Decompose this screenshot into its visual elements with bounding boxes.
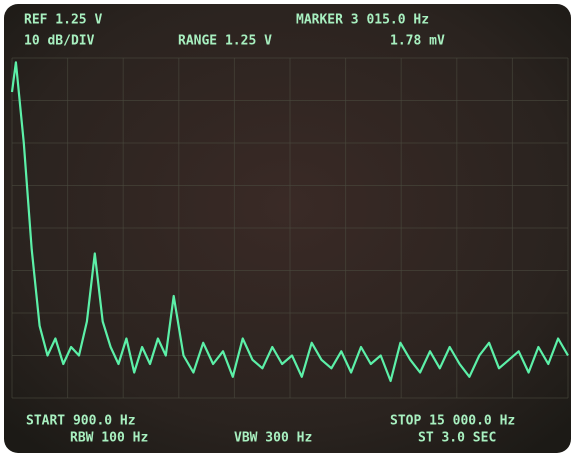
screen-readout: ST 3.0 SEC	[418, 431, 496, 446]
screen-readout: RANGE 1.25 V	[178, 34, 272, 49]
screen-readout: 10 dB/DIV	[24, 34, 95, 49]
screen-readout: RBW 100 Hz	[70, 431, 148, 446]
analyzer-screen: REF 1.25 V 10 dB/DIV RANGE 1.25 V MARKER 3 …	[0, 0, 575, 457]
screen-readout: STOP 15 000.0 Hz	[390, 414, 515, 429]
screen-readout: VBW 300 Hz	[234, 431, 312, 446]
screen-readout: REF 1.25 V	[24, 13, 102, 28]
screen-readout: MARKER 3 015.0 Hz	[296, 13, 429, 28]
screen-readout: 1.78 mV	[390, 34, 445, 49]
screen-readout: START 900.0 Hz	[26, 414, 136, 429]
